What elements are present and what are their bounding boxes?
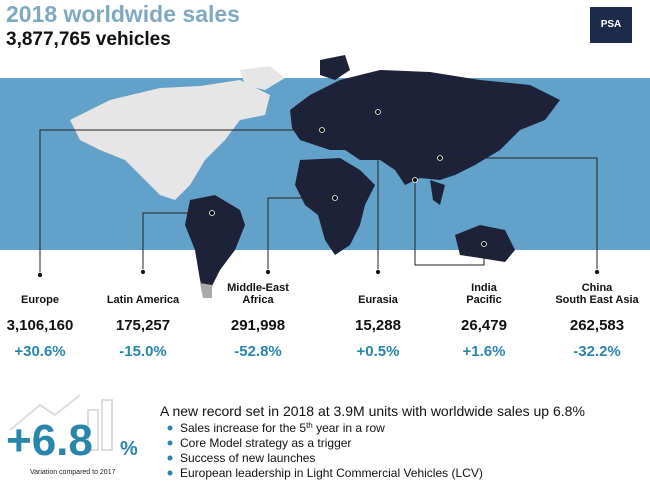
region-change: +30.6% bbox=[14, 343, 65, 360]
bullet-part: year in a row bbox=[313, 421, 385, 435]
caption: Variation compared to 2017 bbox=[30, 469, 116, 476]
bullet-dot bbox=[167, 425, 173, 431]
region-change: -15.0% bbox=[119, 343, 167, 360]
region-name: Middle-East bbox=[227, 282, 289, 294]
region-change: +0.5% bbox=[357, 343, 400, 360]
bullet-dot bbox=[167, 455, 173, 461]
leader-lines bbox=[37, 109, 600, 278]
region-units: 175,257 bbox=[116, 317, 170, 334]
region-name: Africa bbox=[242, 294, 274, 306]
subtitle: 3,877,765 vehicles bbox=[6, 29, 171, 50]
world-map bbox=[70, 55, 560, 298]
region-name: South East Asia bbox=[555, 294, 639, 306]
bullet-text: European leadership in Light Commercial … bbox=[180, 466, 483, 480]
bullet-dot bbox=[167, 440, 173, 446]
region-units: 262,583 bbox=[570, 317, 624, 334]
bullet-part: th bbox=[306, 421, 313, 430]
bullet-text: Success of new launches bbox=[180, 451, 315, 465]
logo-text: PSA bbox=[601, 19, 622, 30]
bullet-text: Sales increase for the 5th year in a row bbox=[180, 421, 385, 436]
logo: PSA bbox=[590, 7, 632, 43]
bullet-part: European leadership in Light Commercial … bbox=[180, 466, 483, 480]
title: 2018 worldwide sales bbox=[6, 1, 240, 27]
trend-icon bbox=[9, 394, 113, 451]
bullet-part: Core Model strategy as a trigger bbox=[180, 436, 351, 450]
regions: Europe 3,106,160 +30.6% Latin America 175,25… bbox=[7, 282, 640, 360]
big-unit: % bbox=[120, 438, 138, 460]
big-value: +6.8 bbox=[6, 416, 93, 465]
region-units: 15,288 bbox=[355, 317, 401, 334]
bullets: Sales increase for the 5th year in a row… bbox=[167, 421, 483, 480]
region-change: +1.6% bbox=[463, 343, 506, 360]
region-change: -52.8% bbox=[234, 343, 282, 360]
bullet-part: Success of new launches bbox=[180, 451, 315, 465]
region-units: 26,479 bbox=[461, 317, 507, 334]
headline: A new record set in 2018 at 3.9M units w… bbox=[160, 403, 585, 419]
region-change: -32.2% bbox=[573, 343, 621, 360]
bullet-part: Sales increase for the 5 bbox=[180, 421, 306, 435]
region-units: 3,106,160 bbox=[7, 317, 74, 334]
region-units: 291,998 bbox=[231, 317, 285, 334]
region-name: Europe bbox=[21, 294, 59, 306]
region-name: India bbox=[471, 282, 498, 294]
bullet-dot bbox=[167, 470, 173, 476]
bullet-text: Core Model strategy as a trigger bbox=[180, 436, 351, 450]
region-name: Eurasia bbox=[358, 294, 399, 306]
region-name: Latin America bbox=[107, 294, 180, 306]
region-name: Pacific bbox=[466, 294, 501, 306]
region-name: China bbox=[582, 282, 613, 294]
